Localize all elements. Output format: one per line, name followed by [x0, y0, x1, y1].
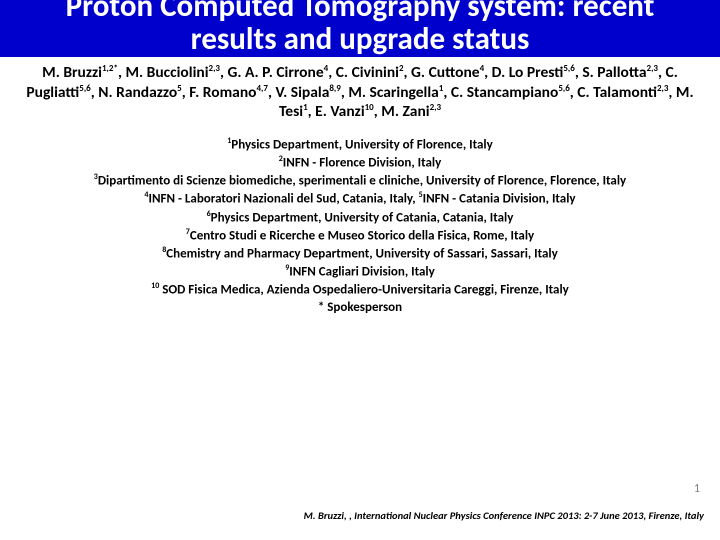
affiliation-line: 6Physics Department, University of Catan… [20, 209, 700, 227]
affiliation-line: 10 SOD Fisica Medica, Azienda Ospedalier… [20, 281, 700, 299]
title-banner: Proton Computed Tomography system: recen… [0, 0, 720, 57]
affiliation-sup: 1 [227, 136, 231, 146]
affiliation-sup: 2 [279, 154, 283, 164]
author-sup: 2,3 [209, 63, 220, 74]
author: C. Stancampiano5,6 [451, 83, 570, 102]
author: D. Lo Presti5,6 [492, 63, 575, 82]
affiliation-line: 1Physics Department, University of Flore… [20, 136, 700, 154]
author-sup: 10 [365, 102, 374, 113]
affiliations-block: 1Physics Department, University of Flore… [0, 136, 720, 317]
author: E. Vanzi10 [315, 102, 374, 121]
affiliation-line: 3Dipartimento di Scienze biomediche, spe… [20, 172, 700, 190]
author-sup: 5,6 [558, 83, 569, 94]
page-number: 1 [694, 482, 700, 496]
title-text: Proton Computed Tomography system: recen… [66, 0, 655, 58]
author: G. A. P. Cirrone4 [227, 63, 328, 82]
author: M. Bucciolini2,3 [125, 63, 220, 82]
author-sup: 2,3 [430, 102, 441, 113]
affiliation-line: 9INFN Cagliari Division, Italy [20, 263, 700, 281]
author-sup: 2 [399, 63, 404, 74]
author: G. Cuttone4 [411, 63, 484, 82]
author-sup: 8,9 [329, 83, 340, 94]
author-sup: 5,6 [79, 83, 90, 94]
author-sup: 4 [324, 63, 329, 74]
author-sup: 5 [177, 83, 182, 94]
author-sup: 4,7 [257, 83, 268, 94]
footer-citation: M. Bruzzi, , International Nuclear Physi… [304, 509, 704, 522]
affiliation-sup: 8 [162, 245, 166, 255]
author: S. Pallotta2,3 [582, 63, 658, 82]
affiliation-line: 4INFN - Laboratori Nazionali del Sud, Ca… [20, 190, 700, 208]
author: M. Zani2,3 [381, 102, 441, 121]
author: N. Randazzo5 [98, 83, 181, 102]
affiliation-line: * Spokesperson [20, 300, 700, 317]
affiliation-sup: 10 [151, 281, 159, 291]
author: M. Scaringella1 [348, 83, 443, 102]
author-sup: 1,2* [102, 63, 118, 74]
affiliation-line: 7Centro Studi e Ricerche e Museo Storico… [20, 227, 700, 245]
authors-block: M. Bruzzi1,2*, M. Bucciolini2,3, G. A. P… [0, 63, 720, 122]
author: V. Sipala8,9 [275, 83, 340, 102]
author-sup: 4 [480, 63, 485, 74]
affiliation-sup: 6 [207, 209, 211, 219]
affiliation-line: 8Chemistry and Pharmacy Department, Univ… [20, 245, 700, 263]
affiliation-sup: 5 [419, 190, 423, 200]
affiliation-line: 2INFN - Florence Division, Italy [20, 154, 700, 172]
affiliation-sup: 3 [94, 172, 98, 182]
author: M. Bruzzi1,2* [42, 63, 118, 82]
author-sup: 2,3 [657, 83, 668, 94]
author-sup: 2,3 [647, 63, 658, 74]
author-sup: 1 [439, 83, 444, 94]
affiliation-sup: 7 [186, 227, 190, 237]
author-sup: 1 [303, 102, 308, 113]
author: C. Civinini2 [336, 63, 404, 82]
author: C. Talamonti2,3 [577, 83, 668, 102]
affiliation-sup: 9 [285, 263, 289, 273]
author: F. Romano4,7 [189, 83, 268, 102]
author-sup: 5,6 [563, 63, 574, 74]
affiliation-sup: 4 [144, 190, 148, 200]
